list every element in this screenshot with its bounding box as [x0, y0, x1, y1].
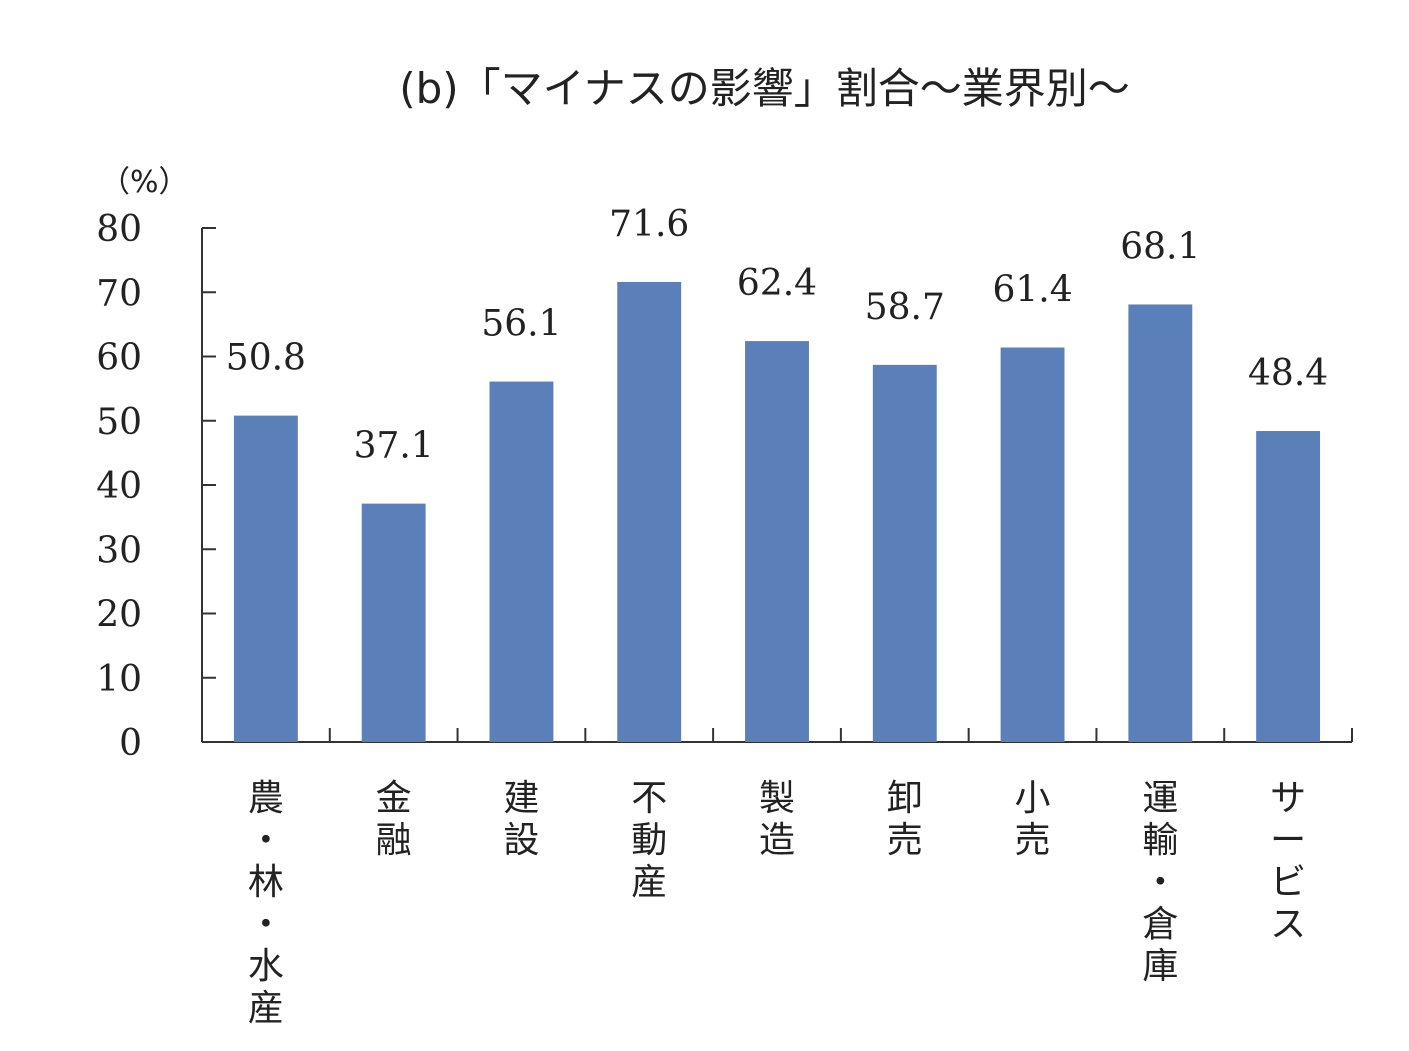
bar: [617, 281, 682, 742]
data-label: 71.6: [609, 204, 689, 245]
category-label: 農・林・水産: [248, 778, 284, 1029]
category-label: 建設: [503, 778, 539, 861]
bar: [872, 364, 937, 742]
bar: [361, 503, 426, 742]
category-label: 運輸・倉庫: [1142, 778, 1178, 987]
data-label: 68.1: [1120, 226, 1200, 267]
bar: [745, 341, 809, 742]
category-label: サービス: [1270, 778, 1306, 945]
bar: [1000, 347, 1065, 742]
data-label: 48.4: [1248, 353, 1328, 394]
category-label: 製造: [759, 778, 795, 861]
bar: [233, 415, 298, 742]
y-axis: 0 10 20 30 40 50 60 70 80: [96, 209, 216, 764]
data-label: 61.4: [992, 270, 1072, 311]
y-tick-label: 30: [96, 530, 142, 571]
y-tick-label: 10: [96, 659, 142, 700]
category-labels: 農・林・水産 金融 建設 不動産 製造 卸売 小売 運輸・倉庫 サービス: [248, 778, 1306, 1029]
chart-title: (b)「マイナスの影響」割合～業界別～: [399, 64, 1130, 113]
bar: [1128, 304, 1193, 742]
category-label: 小売: [1015, 778, 1051, 861]
data-label: 62.4: [737, 263, 817, 304]
category-label: 不動産: [631, 778, 667, 903]
data-label: 56.1: [481, 304, 561, 345]
data-label: 58.7: [865, 287, 945, 328]
y-tick-label: 60: [96, 338, 142, 379]
data-label: 37.1: [354, 426, 434, 467]
y-tick-label: 80: [96, 209, 142, 250]
category-label: 金融: [376, 778, 412, 861]
y-tick-label: 20: [96, 595, 142, 636]
category-label: 卸売: [887, 778, 923, 861]
data-labels: 50.8 37.1 56.1 71.6 62.4 58.7 61.4 68.1 48.4: [226, 204, 1328, 467]
bars: [233, 281, 1321, 742]
y-tick-label: 40: [96, 466, 142, 507]
y-tick-label: 50: [96, 402, 142, 443]
bar: [489, 381, 554, 742]
data-label: 50.8: [226, 338, 306, 379]
y-axis-unit-label: （%）: [100, 165, 189, 200]
y-tick-label: 70: [96, 273, 142, 314]
bar: [1256, 431, 1321, 742]
y-tick-label: 0: [119, 723, 142, 764]
